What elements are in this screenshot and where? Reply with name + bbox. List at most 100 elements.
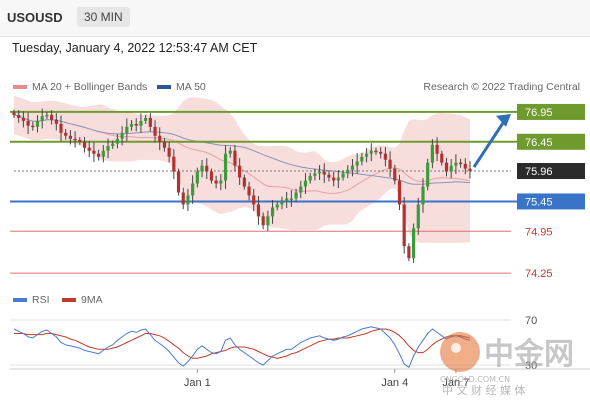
candle-body — [336, 177, 340, 181]
candle-body — [195, 171, 199, 184]
resistance-label-1: 76.45 — [525, 137, 553, 149]
candle-body — [78, 139, 82, 142]
candle-body — [397, 180, 402, 205]
candle-body — [252, 195, 256, 205]
candle-body — [393, 168, 397, 181]
candle-body — [388, 159, 392, 169]
candle-body — [125, 126, 129, 133]
candle-body — [322, 171, 326, 175]
candle-body — [181, 192, 185, 205]
candle-body — [308, 175, 312, 181]
candle-body — [115, 138, 120, 144]
resistance-tag-0 — [517, 103, 585, 120]
candle-body — [144, 117, 148, 121]
resistance-label-0: 76.95 — [525, 107, 553, 119]
candle-body — [97, 153, 101, 157]
candle-body — [242, 177, 246, 187]
candle-body — [134, 123, 138, 126]
x-tick-label: Jan 4 — [381, 377, 408, 389]
watermark-tagline: 中 文 财 经 媒 体 — [442, 383, 525, 397]
candle-body — [440, 153, 444, 163]
candle-body — [101, 150, 105, 157]
legend-rsi-ma-label: 9MA — [81, 294, 103, 306]
candle-body — [228, 150, 232, 154]
legend-ma50-label: MA 50 — [176, 81, 206, 93]
legend-rsi-label: RSI — [32, 294, 50, 306]
candle-body — [26, 120, 30, 126]
legend-item-bollinger: MA 20 + Bollinger Bands — [13, 81, 147, 93]
candle-body — [256, 204, 261, 217]
candle-body — [40, 116, 44, 121]
rsi-swatch — [13, 298, 27, 303]
candle-body — [87, 147, 91, 151]
candle-body — [186, 195, 190, 205]
source-credit: Research © 2022 Trading Central — [423, 81, 580, 93]
candle-body — [435, 144, 439, 154]
legend-item-rsi: RSI — [13, 294, 50, 306]
current-price-label: 75.96 — [525, 166, 553, 178]
candle-body — [17, 114, 21, 118]
candle-body — [68, 135, 73, 139]
forecast-arrow-icon — [472, 119, 507, 168]
candle-body — [449, 165, 453, 172]
candle-body — [285, 198, 289, 202]
candle-body — [294, 192, 298, 199]
candle-body — [266, 216, 270, 226]
pivot-label-3: 75.45 — [525, 196, 553, 208]
candle-body — [360, 156, 364, 162]
candle-body — [31, 125, 35, 128]
candle-body — [21, 117, 26, 121]
legend-bollinger-label: MA 20 + Bollinger Bands — [32, 81, 148, 93]
watermark-logo-icon: 中金网 CNGOLD.COM.CN 中 文 财 经 媒 体 — [440, 332, 574, 397]
candle-body — [468, 168, 472, 172]
candle-body — [369, 150, 373, 154]
candle-body — [280, 201, 284, 205]
candle-body — [50, 114, 54, 120]
candle-body — [299, 186, 303, 193]
candle-body — [327, 174, 331, 178]
candle-body — [92, 150, 96, 154]
candle-body — [355, 161, 359, 166]
legend-item-ma50: MA 50 — [157, 81, 206, 93]
candle-body — [374, 150, 378, 153]
ma50-swatch — [157, 85, 171, 90]
candle-body — [303, 180, 308, 187]
candle-body — [383, 153, 387, 160]
candle-body — [120, 132, 124, 139]
candle-body — [402, 204, 406, 247]
rsi-ma-swatch — [62, 298, 76, 303]
candle-body — [346, 169, 350, 174]
candle-body — [454, 162, 458, 166]
bollinger-swatch — [13, 85, 27, 90]
candle-body — [64, 132, 68, 136]
rsi-tick-label: 70 — [525, 315, 537, 327]
candle-body — [106, 145, 110, 151]
candle-body — [379, 151, 383, 154]
candle-body — [35, 120, 40, 127]
legend-item-rsi-ma: 9MA — [62, 294, 103, 306]
candle-body — [411, 228, 416, 259]
candle-body — [209, 171, 214, 181]
candle-body — [407, 246, 411, 259]
resistance-tag-1 — [517, 133, 585, 150]
candle-body — [82, 141, 87, 148]
candle-body — [261, 216, 265, 226]
rsi-ma-line — [14, 328, 471, 359]
support-label-5: 74.25 — [525, 268, 553, 280]
candle-body — [172, 156, 176, 172]
candle-body — [176, 171, 181, 193]
pivot-tag-3 — [517, 193, 585, 210]
candle-body — [158, 135, 162, 142]
rsi-line — [13, 326, 471, 369]
candle-body — [129, 123, 134, 127]
candle-body — [444, 162, 449, 172]
candle-body — [238, 165, 242, 178]
candle-body — [12, 112, 16, 115]
candle-body — [73, 138, 77, 141]
candle-body — [430, 144, 434, 163]
candle-body — [200, 165, 204, 172]
candle-body — [350, 165, 355, 170]
timeframe-badge[interactable]: 30 MIN — [77, 7, 130, 27]
candle-body — [59, 123, 63, 133]
